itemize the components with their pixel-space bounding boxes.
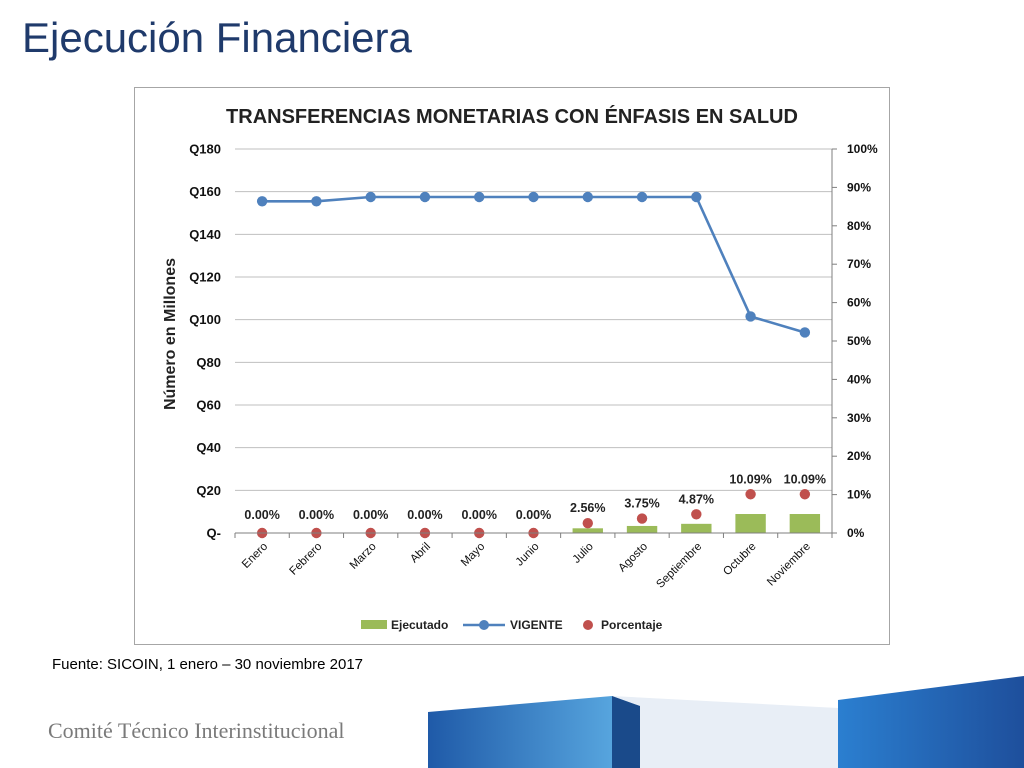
- y2-tick-label: 50%: [847, 334, 871, 348]
- y2-tick-label: 30%: [847, 411, 871, 425]
- bar-ejecutado: [572, 528, 603, 533]
- point-porcentaje: [745, 489, 756, 500]
- y2-tick-label: 20%: [847, 449, 871, 463]
- point-vigente: [528, 191, 539, 203]
- point-porcentaje: [799, 489, 811, 500]
- point-vigente: [419, 191, 431, 203]
- data-label: 10.09%: [784, 472, 826, 486]
- y2-tick-label: 90%: [847, 180, 871, 194]
- data-label: 0.00%: [299, 508, 334, 522]
- y-tick-label: Q160: [189, 184, 221, 199]
- data-label: 2.56%: [570, 501, 605, 515]
- y2-tick-label: 70%: [847, 257, 871, 271]
- data-label: 0.00%: [462, 508, 497, 522]
- point-porcentaje: [582, 517, 593, 529]
- data-label: 4.87%: [679, 492, 714, 506]
- chart-frame: TRANSFERENCIAS MONETARIAS CON ÉNFASIS EN…: [134, 87, 890, 645]
- data-label: 3.75%: [624, 497, 659, 511]
- point-vigente: [474, 191, 485, 203]
- chart-title: TRANSFERENCIAS MONETARIAS CON ÉNFASIS EN…: [226, 105, 798, 128]
- line-layer: [256, 191, 811, 338]
- data-label: 0.00%: [407, 508, 442, 522]
- slide-title: Ejecución Financiera: [22, 14, 412, 61]
- bar-ejecutado: [681, 523, 712, 533]
- y2-tick-label: 100%: [847, 142, 878, 156]
- legend-swatch-ejecutado: [361, 620, 387, 629]
- point-vigente: [256, 196, 268, 207]
- point-porcentaje: [636, 513, 648, 524]
- legend-swatch-vigente-marker: [479, 620, 489, 630]
- point-vigente: [799, 327, 811, 338]
- footer-organization: Comité Técnico Interinstitucional: [48, 718, 345, 743]
- point-vigente: [365, 191, 376, 203]
- bar-ejecutado: [789, 514, 821, 533]
- y2-tick-label: 40%: [847, 372, 871, 386]
- y-tick-label: Q100: [189, 312, 221, 327]
- data-label: 0.00%: [353, 508, 388, 522]
- chart-svg: TRANSFERENCIAS MONETARIAS CON ÉNFASIS EN…: [162, 105, 878, 632]
- y2-tick-label: 80%: [847, 219, 871, 233]
- y-tick-label: Q20: [196, 483, 221, 498]
- y-tick-label: Q120: [189, 270, 221, 285]
- legend-label-vigente: VIGENTE: [510, 618, 563, 632]
- y2-tick-label: 60%: [847, 296, 871, 310]
- legend-label-porcentaje: Porcentaje: [601, 618, 663, 632]
- y-tick-label: Q80: [196, 355, 221, 370]
- legend: Ejecutado VIGENTE Porcentaje: [361, 618, 663, 632]
- data-label: 10.09%: [729, 472, 771, 486]
- data-label: 0.00%: [244, 508, 279, 522]
- labels-layer: 0.00% 0.00% 0.00% 0.00% 0.00% 0.00% 2.56% 3.75%…: [244, 472, 826, 522]
- point-porcentaje: [691, 509, 702, 520]
- point-vigente: [745, 311, 756, 322]
- bar-ejecutado: [735, 514, 766, 533]
- legend-label-ejecutado: Ejecutado: [391, 618, 448, 632]
- grid-layer: [235, 148, 832, 534]
- y-tick-label: Q180: [189, 142, 221, 157]
- data-label: 0.00%: [516, 508, 551, 522]
- point-vigente: [636, 191, 648, 203]
- point-vigente: [582, 191, 593, 203]
- source-note: Fuente: SICOIN, 1 enero – 30 noviembre 2…: [52, 656, 364, 673]
- y-tick-label: Q60: [196, 398, 221, 413]
- point-vigente: [691, 191, 702, 203]
- y2-tick-label: 0%: [847, 526, 865, 540]
- point-vigente: [311, 196, 322, 207]
- bars-layer: [572, 514, 821, 533]
- y-tick-label: Q40: [196, 440, 221, 455]
- y2-tick-label: 10%: [847, 488, 871, 502]
- bar-ejecutado: [626, 525, 658, 533]
- y-tick-label: Q140: [189, 227, 221, 242]
- y-axis-label: Número en Millones: [162, 258, 179, 410]
- legend-swatch-porcentaje: [583, 620, 593, 630]
- y-tick-label: Q-: [207, 526, 221, 541]
